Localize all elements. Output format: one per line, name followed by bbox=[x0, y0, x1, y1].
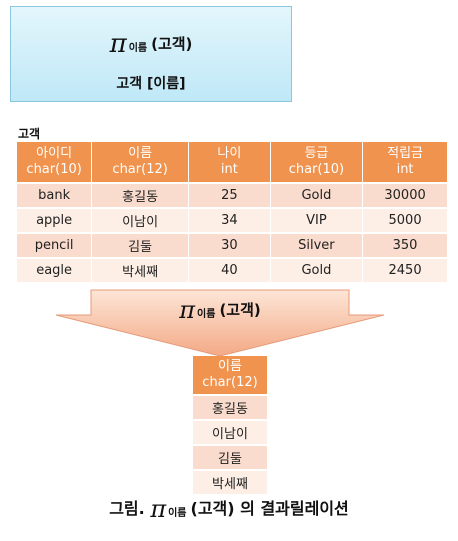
table-cell: 25 bbox=[189, 182, 271, 207]
projection-relation: (고객) bbox=[190, 499, 235, 518]
pi-symbol: π bbox=[109, 29, 127, 59]
column-type: char(10) bbox=[288, 162, 345, 177]
table-cell: 34 bbox=[189, 207, 271, 232]
table-cell: 30000 bbox=[363, 182, 447, 207]
table-row: 박세째 bbox=[193, 469, 267, 494]
table-cell: 350 bbox=[363, 232, 447, 257]
column-header: 아이디 char(10) bbox=[17, 142, 93, 182]
pi-symbol: π bbox=[179, 296, 196, 324]
projection-relation: (고객) bbox=[219, 301, 261, 319]
column-type: int bbox=[396, 162, 414, 177]
projection-attribute: 이름 bbox=[128, 43, 148, 54]
projection-formula-box: π 이름 (고객) 고객 [이름] bbox=[10, 6, 292, 102]
table-cell: 이남이 bbox=[92, 207, 189, 232]
table-cell: Gold bbox=[270, 182, 364, 207]
table-row: pencil 김둘 30 Silver 350 bbox=[17, 232, 447, 257]
table-cell: 홍길동 bbox=[92, 182, 189, 207]
column-type: char(12) bbox=[112, 162, 168, 177]
column-header: 등급 char(10) bbox=[270, 142, 364, 182]
table-cell: eagle bbox=[17, 257, 93, 282]
column-name: 이름 bbox=[128, 146, 153, 161]
table-cell: 5000 bbox=[363, 207, 447, 232]
table-cell: bank bbox=[17, 182, 93, 207]
column-name: 등급 bbox=[304, 146, 329, 161]
column-type: int bbox=[220, 162, 238, 177]
down-arrow-shape bbox=[55, 289, 385, 357]
arrow-formula: π 이름 (고객) bbox=[55, 296, 385, 324]
table-row: 김둘 bbox=[193, 444, 267, 469]
column-header: 적립금 int bbox=[363, 142, 447, 182]
column-header: 이름 char(12) bbox=[193, 356, 267, 394]
figure-caption: 그림. π 이름 (고객) 의 결과릴레이션 bbox=[0, 495, 458, 523]
table-cell: Silver bbox=[270, 232, 364, 257]
source-table: 아이디 char(10) 이름 char(12) 나이 int 등급 char(10) … bbox=[17, 142, 447, 282]
table-row: apple 이남이 34 VIP 5000 bbox=[17, 207, 447, 232]
result-table-header-row: 이름 char(12) bbox=[193, 356, 267, 394]
table-cell: VIP bbox=[270, 207, 364, 232]
table-row: 홍길동 bbox=[193, 394, 267, 419]
table-row: eagle 박세째 40 Gold 2450 bbox=[17, 257, 447, 282]
caption-suffix: 의 결과릴레이션 bbox=[240, 499, 349, 518]
column-name: 나이 bbox=[217, 146, 242, 161]
table-cell: Gold bbox=[270, 257, 364, 282]
caption-prefix: 그림. bbox=[109, 499, 145, 518]
column-type: char(12) bbox=[202, 375, 258, 390]
table-cell: pencil bbox=[17, 232, 93, 257]
table-cell: 40 bbox=[189, 257, 271, 282]
column-header: 나이 int bbox=[189, 142, 271, 182]
source-table-header-row: 아이디 char(10) 이름 char(12) 나이 int 등급 char(10) … bbox=[17, 142, 447, 182]
column-name: 아이디 bbox=[36, 146, 73, 161]
column-name: 적립금 bbox=[387, 146, 423, 161]
table-cell: 박세째 bbox=[92, 257, 189, 282]
table-cell: 김둘 bbox=[92, 232, 189, 257]
table-cell: 홍길동 bbox=[193, 394, 267, 419]
projection-attribute: 이름 bbox=[168, 508, 187, 519]
table-cell: 박세째 bbox=[193, 469, 267, 494]
table-row: 이남이 bbox=[193, 419, 267, 444]
projection-relation: (고객) bbox=[151, 35, 193, 53]
table-cell: apple bbox=[17, 207, 93, 232]
column-type: char(10) bbox=[26, 162, 82, 177]
table-cell: 30 bbox=[189, 232, 271, 257]
result-table: 이름 char(12) 홍길동 이남이 김둘 박세째 bbox=[193, 356, 267, 494]
table-row: bank 홍길동 25 Gold 30000 bbox=[17, 182, 447, 207]
column-header: 이름 char(12) bbox=[92, 142, 189, 182]
projection-formula: π 이름 (고객) bbox=[11, 29, 291, 59]
projection-sql-form: 고객 [이름] bbox=[116, 76, 186, 92]
table-cell: 김둘 bbox=[193, 444, 267, 469]
table-cell: 2450 bbox=[363, 257, 447, 282]
table-cell: 이남이 bbox=[193, 419, 267, 444]
source-table-caption: 고객 bbox=[18, 127, 41, 141]
projection-attribute: 이름 bbox=[197, 309, 216, 320]
pi-symbol: π bbox=[150, 495, 167, 523]
column-name: 이름 bbox=[218, 359, 242, 374]
